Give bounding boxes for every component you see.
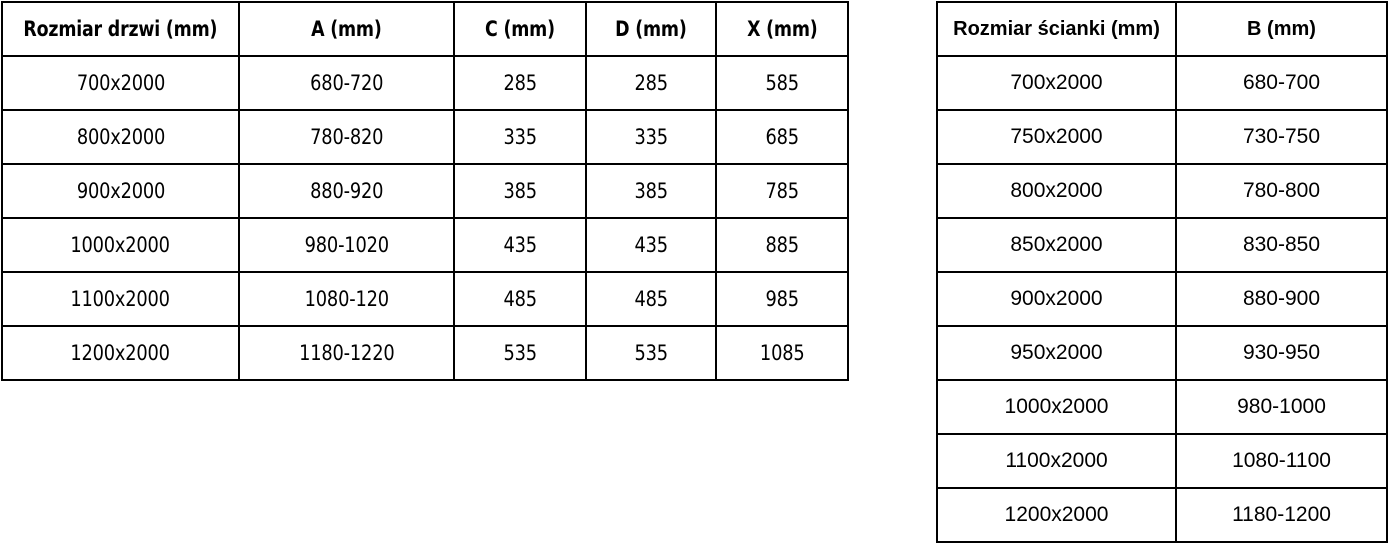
cell-c: 335 [453,109,587,165]
cell-x: 785 [715,163,849,219]
cell-a: 1180-1220 [238,325,455,381]
column-header-b: B (mm) [1175,1,1388,57]
cell-c: 385 [453,163,587,219]
column-header-wall-size: Rozmiar ścianki (mm) [936,1,1177,57]
column-header-door-size: Rozmiar drzwi (mm) [1,1,240,57]
cell-x: 685 [715,109,849,165]
cell-x: 585 [715,55,849,111]
table-row: 900x2000 880-920 385 385 785 [1,163,849,219]
cell-wall-size: 1200x2000 [936,487,1177,543]
table-row: 1200x2000 1180-1220 535 535 1085 [1,325,849,381]
table-row: 800x2000 780-800 [936,163,1388,219]
table-row: 1100x2000 1080-1100 [936,433,1388,489]
cell-wall-size: 750x2000 [936,109,1177,165]
cell-b: 930-950 [1175,325,1388,381]
table-row: 1000x2000 980-1000 [936,379,1388,435]
table-header-row: Rozmiar ścianki (mm) B (mm) [936,1,1388,57]
cell-d: 335 [585,109,717,165]
cell-door-size: 1100x2000 [1,271,240,327]
column-header-d: D (mm) [585,1,717,57]
table-row: 750x2000 730-750 [936,109,1388,165]
cell-door-size: 1000x2000 [1,217,240,273]
column-header-x: X (mm) [715,1,849,57]
table-row: 1200x2000 1180-1200 [936,487,1388,543]
cell-b: 1080-1100 [1175,433,1388,489]
cell-a: 1080-120 [238,271,455,327]
cell-wall-size: 700x2000 [936,55,1177,111]
cell-a: 680-720 [238,55,455,111]
cell-x: 985 [715,271,849,327]
door-table-body: 700x2000 680-720 285 285 585 800x2000 78… [1,55,849,381]
cell-wall-size: 800x2000 [936,163,1177,219]
cell-c: 285 [453,55,587,111]
wall-table-header: Rozmiar ścianki (mm) B (mm) [936,1,1388,57]
cell-b: 830-850 [1175,217,1388,273]
table-row: 850x2000 830-850 [936,217,1388,273]
table-row: 950x2000 930-950 [936,325,1388,381]
cell-x: 1085 [715,325,849,381]
cell-b: 980-1000 [1175,379,1388,435]
cell-wall-size: 1100x2000 [936,433,1177,489]
cell-d: 485 [585,271,717,327]
table-row: 700x2000 680-700 [936,55,1388,111]
cell-a: 780-820 [238,109,455,165]
cell-b: 680-700 [1175,55,1388,111]
cell-door-size: 1200x2000 [1,325,240,381]
cell-x: 885 [715,217,849,273]
table-header-row: Rozmiar drzwi (mm) A (mm) C (mm) D (mm) … [1,1,849,57]
cell-b: 880-900 [1175,271,1388,327]
cell-c: 535 [453,325,587,381]
table-row: 1000x2000 980-1020 435 435 885 [1,217,849,273]
cell-door-size: 800x2000 [1,109,240,165]
cell-d: 285 [585,55,717,111]
cell-wall-size: 900x2000 [936,271,1177,327]
cell-d: 385 [585,163,717,219]
cell-b: 730-750 [1175,109,1388,165]
cell-b: 1180-1200 [1175,487,1388,543]
cell-c: 435 [453,217,587,273]
table-row: 900x2000 880-900 [936,271,1388,327]
table-row: 1100x2000 1080-120 485 485 985 [1,271,849,327]
cell-a: 980-1020 [238,217,455,273]
cell-c: 485 [453,271,587,327]
cell-door-size: 900x2000 [1,163,240,219]
cell-d: 435 [585,217,717,273]
door-table-header: Rozmiar drzwi (mm) A (mm) C (mm) D (mm) … [1,1,849,57]
cell-wall-size: 950x2000 [936,325,1177,381]
wall-table-body: 700x2000 680-700 750x2000 730-750 800x20… [936,55,1388,543]
table-row: 800x2000 780-820 335 335 685 [1,109,849,165]
cell-door-size: 700x2000 [1,55,240,111]
wall-size-table: Rozmiar ścianki (mm) B (mm) 700x2000 680… [936,1,1388,543]
column-header-a: A (mm) [238,1,455,57]
column-header-c: C (mm) [453,1,587,57]
door-size-table: Rozmiar drzwi (mm) A (mm) C (mm) D (mm) … [1,1,849,381]
cell-wall-size: 1000x2000 [936,379,1177,435]
cell-d: 535 [585,325,717,381]
cell-b: 780-800 [1175,163,1388,219]
cell-a: 880-920 [238,163,455,219]
table-row: 700x2000 680-720 285 285 585 [1,55,849,111]
cell-wall-size: 850x2000 [936,217,1177,273]
